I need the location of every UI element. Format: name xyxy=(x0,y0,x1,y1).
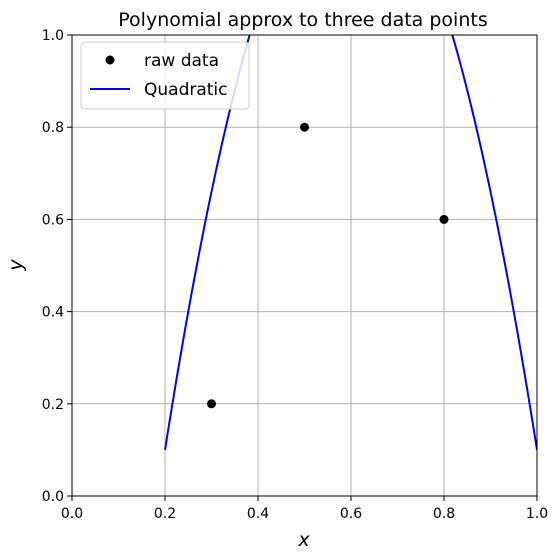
legend: raw data Quadratic xyxy=(80,41,250,110)
y-tick-label: 1.0 xyxy=(42,28,64,44)
data-point xyxy=(207,399,216,409)
plot-frame xyxy=(71,34,538,497)
y-tick-label: 0.4 xyxy=(42,305,64,321)
x-tick-label: 0.8 xyxy=(433,506,455,522)
legend-label-quadratic: Quadratic xyxy=(144,80,228,100)
chart-title: Polynomial approx to three data points xyxy=(118,9,487,31)
y-tick-label: 0.0 xyxy=(42,489,64,505)
legend-marker-raw-data xyxy=(105,55,115,65)
y-tick-label: 0.6 xyxy=(42,212,64,228)
x-tick-label: 0.4 xyxy=(247,506,269,522)
x-tick-label: 0.0 xyxy=(61,506,83,522)
raw-data-points xyxy=(207,122,449,409)
legend-box xyxy=(80,41,250,110)
y-ticks: 0.0 0.2 0.4 0.6 0.8 1.0 xyxy=(42,28,72,505)
y-axis-label: y xyxy=(5,259,27,272)
x-axis-label: x xyxy=(297,529,310,551)
x-ticks: 0.0 0.2 0.4 0.6 0.8 1.0 xyxy=(61,496,548,522)
legend-label-raw-data: raw data xyxy=(144,51,219,71)
y-tick-label: 0.2 xyxy=(42,397,64,413)
data-point xyxy=(439,214,449,224)
x-tick-label: 0.2 xyxy=(154,506,176,522)
x-tick-label: 0.6 xyxy=(340,506,362,522)
quadratic-curve xyxy=(164,35,537,451)
y-tick-label: 0.8 xyxy=(42,120,64,136)
x-tick-label: 1.0 xyxy=(526,506,548,522)
data-point xyxy=(300,122,309,132)
